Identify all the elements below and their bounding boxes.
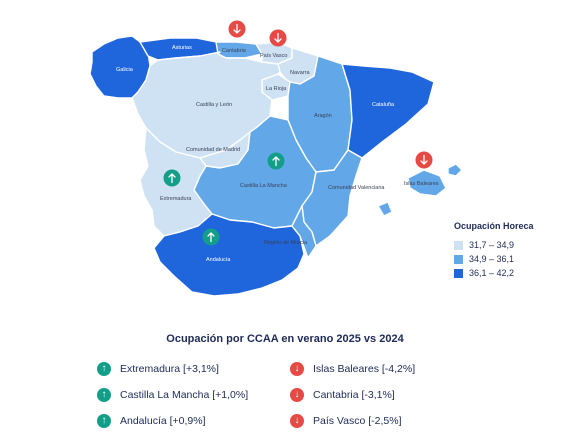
label-valencia: Comunidad Valenciana	[328, 185, 385, 191]
arrow-down-icon: ↓	[290, 362, 304, 376]
decrease-item: ↓ País Vasco [-2,5%]	[290, 408, 415, 434]
trend-marker-andalucia	[202, 228, 220, 246]
legend-item-mid: 34,9 – 36,1	[454, 252, 564, 266]
label-cataluna: Cataluña	[372, 102, 395, 108]
label-pais-vasco: País Vasco	[260, 53, 287, 59]
decrease-label: Cantabria [-3,1%]	[313, 389, 395, 401]
decrease-label: País Vasco [-2,5%]	[313, 415, 402, 427]
region-murcia	[291, 205, 317, 259]
increase-label: Castilla La Mancha [+1,0%]	[120, 389, 249, 401]
legend-swatch-low	[454, 240, 463, 250]
trend-marker-castilla-la-mancha	[267, 152, 285, 170]
label-asturias: Asturias	[172, 45, 192, 51]
label-murcia: Región de Murcia	[264, 240, 308, 246]
label-madrid: Comunidad de Madrid	[186, 147, 240, 153]
trend-marker-baleares	[415, 151, 433, 169]
increase-item: ↑ Andalucía [+0,9%]	[97, 408, 248, 434]
panel-title: Ocupación por CCAA en verano 2025 vs 202…	[166, 333, 404, 345]
legend-label-mid: 34,9 – 36,1	[469, 254, 515, 264]
label-aragon: Aragón	[314, 113, 332, 119]
region-andalucia	[153, 213, 305, 297]
decrease-item: ↓ Islas Baleares [-4,2%]	[290, 356, 415, 382]
increase-item: ↑ Extremadura [+3,1%]	[97, 356, 248, 382]
label-galicia: Galicia	[116, 67, 134, 73]
label-extremadura: Extremadura	[160, 196, 192, 202]
arrow-up-icon: ↑	[97, 362, 111, 376]
label-navarra: Navarra	[290, 70, 311, 76]
label-baleares: Islas Baleares	[404, 181, 439, 187]
legend-item-low: 31,7 – 34,9	[454, 238, 564, 252]
arrow-down-icon: ↓	[290, 388, 304, 402]
arrow-up-icon: ↑	[97, 414, 111, 428]
trend-marker-cantabria	[228, 20, 246, 38]
legend-swatch-mid	[454, 254, 463, 264]
region-valencia	[301, 149, 363, 247]
legend-swatch-high	[454, 268, 463, 278]
increase-label: Extremadura [+3,1%]	[120, 363, 219, 375]
legend-title: Ocupación Horeca	[454, 221, 534, 231]
decrease-label: Islas Baleares [-4,2%]	[313, 363, 416, 375]
arrow-down-icon: ↓	[290, 414, 304, 428]
legend-item-high: 36,1 – 42,2	[454, 266, 564, 280]
increase-item: ↑ Castilla La Mancha [+1,0%]	[97, 382, 248, 408]
decrease-item: ↓ Cantabria [-3,1%]	[290, 382, 415, 408]
trend-marker-extremadura	[163, 169, 181, 187]
label-cantabria: Cantabria	[222, 48, 247, 54]
increase-list: ↑ Extremadura [+3,1%] ↑ Castilla La Manc…	[97, 356, 248, 434]
map-legend: Ocupación Horeca 31,7 – 34,9 34,9 – 36,1…	[454, 221, 564, 280]
label-la-rioja: La Rioja	[266, 86, 287, 92]
region-cataluna	[341, 63, 435, 159]
label-castilla-y-leon: Castilla y León	[196, 102, 232, 108]
arrow-up-icon: ↑	[97, 388, 111, 402]
decrease-list: ↓ Islas Baleares [-4,2%] ↓ Cantabria [-3…	[290, 356, 415, 434]
region-islas-baleares	[377, 163, 463, 217]
label-castilla-la-mancha: Castilla La Mancha	[240, 183, 288, 189]
spain-choropleth-map: Galicia Asturias Cantabria País Vasco Na…	[89, 20, 463, 297]
legend-label-high: 36,1 – 42,2	[469, 268, 515, 278]
trend-marker-pais-vasco	[269, 29, 287, 47]
increase-label: Andalucía [+0,9%]	[120, 415, 206, 427]
legend-label-low: 31,7 – 34,9	[469, 240, 515, 250]
label-andalucia: Andalucía	[206, 257, 231, 263]
